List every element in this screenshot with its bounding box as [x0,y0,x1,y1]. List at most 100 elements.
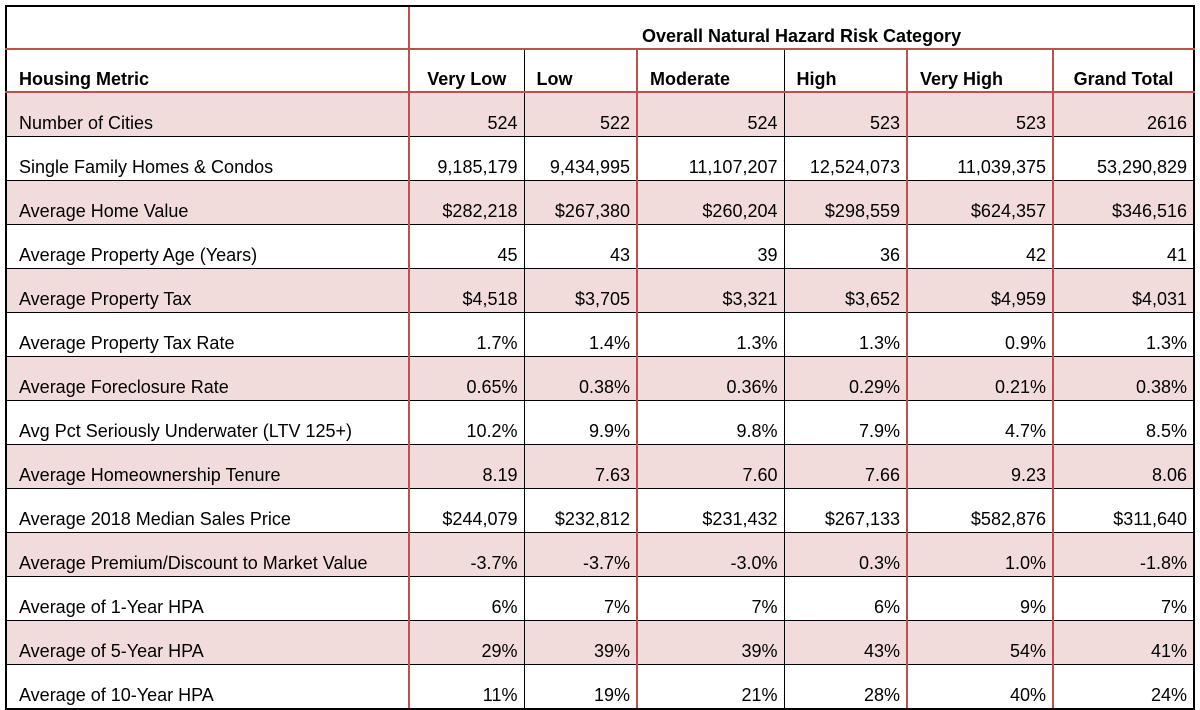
table-cell: 24% [1051,664,1196,710]
row-label: Average 2018 Median Sales Price [5,488,409,533]
table-cell: $624,357 [906,180,1053,225]
table-cell: 0.36% [636,356,784,401]
table-cell: 12,524,073 [783,136,907,181]
table-cell: 523 [783,92,907,137]
table-cell: 43% [783,620,907,665]
row-label: Average Property Tax [5,268,409,313]
table-cell: 39% [636,620,784,665]
table-cell: $3,705 [523,268,637,313]
row-label: Single Family Homes & Condos [5,136,409,181]
table-cell: $4,518 [408,268,524,313]
table-cell: 7.60 [636,444,784,489]
row-label: Average Foreclosure Rate [5,356,409,401]
table-cell: $4,959 [906,268,1053,313]
table-cell: 9,185,179 [408,136,524,181]
header-row: Housing Metric Very Low Low Moderate Hig… [5,49,1196,93]
table-cell: 11,107,207 [636,136,784,181]
table-cell: 29% [408,620,524,665]
row-label: Average Premium/Discount to Market Value [5,532,409,577]
table-cell: 10.2% [408,400,524,445]
table-row: Average Foreclosure Rate 0.65% 0.38% 0.36% 0… [5,356,1196,401]
table-cell: 45 [408,224,524,269]
table-cell: 7% [636,576,784,621]
table-cell: 8.5% [1051,400,1196,445]
table-cell: 8.19 [408,444,524,489]
table-cell: 6% [408,576,524,621]
table-cell: 53,290,829 [1051,136,1196,181]
table-cell: 4.7% [906,400,1053,445]
table-row: Average Premium/Discount to Market Value… [5,532,1196,577]
column-header-moderate: Moderate [636,49,784,93]
column-header-high: High [783,49,907,93]
table-cell: 11% [408,664,524,710]
table-cell: 0.38% [1051,356,1196,401]
table-cell: 1.4% [523,312,637,357]
table-cell: $3,652 [783,268,907,313]
table-cell: 0.9% [906,312,1053,357]
table-cell: $244,079 [408,488,524,533]
table-row: Avg Pct Seriously Underwater (LTV 125+) 1… [5,400,1196,445]
table-cell: 43 [523,224,637,269]
data-table-container: Overall Natural Hazard Risk Category Hou… [5,5,1196,710]
table-cell: $267,133 [783,488,907,533]
table-cell: 28% [783,664,907,710]
table-cell: 524 [408,92,524,137]
table-cell: 7.63 [523,444,637,489]
table-cell: 36 [783,224,907,269]
table-cell: -3.7% [408,532,524,577]
table-cell: 7% [523,576,637,621]
column-header-low: Low [523,49,637,93]
table-cell: 7.66 [783,444,907,489]
table-cell: 41 [1051,224,1196,269]
title-blank-cell [5,5,409,50]
table-row: Average Property Tax Rate 1.7% 1.4% 1.3% 1.3… [5,312,1196,357]
table-cell: 9.9% [523,400,637,445]
table-cell: $4,031 [1051,268,1196,313]
table-cell: 9.23 [906,444,1053,489]
table-row: Average 2018 Median Sales Price $244,079 $… [5,488,1196,533]
table-cell: 0.65% [408,356,524,401]
table-cell: 1.3% [1051,312,1196,357]
table-cell: 41% [1051,620,1196,665]
table-cell: 1.3% [783,312,907,357]
column-header-metric: Housing Metric [5,49,409,93]
table-cell: $3,321 [636,268,784,313]
table-cell: 54% [906,620,1053,665]
table-cell: 523 [906,92,1053,137]
row-label: Average of 10-Year HPA [5,664,409,710]
table-cell: 11,039,375 [906,136,1053,181]
table-row: Average of 10-Year HPA 11% 19% 21% 28% 40% 24% [5,664,1196,710]
table-cell: 2616 [1051,92,1196,137]
table-cell: 9,434,995 [523,136,637,181]
table-cell: $232,812 [523,488,637,533]
table-cell: 522 [523,92,637,137]
row-label: Average Property Age (Years) [5,224,409,269]
table-cell: $582,876 [906,488,1053,533]
table-title: Overall Natural Hazard Risk Category [407,5,1196,50]
table-row: Average Home Value $282,218 $267,380 $260,2… [5,180,1196,225]
table-cell: $346,516 [1051,180,1196,225]
table-row: Single Family Homes & Condos 9,185,179 9,4… [5,136,1196,181]
table-cell: 39% [523,620,637,665]
table-cell: 0.3% [783,532,907,577]
housing-metrics-table: Overall Natural Hazard Risk Category Hou… [5,5,1196,710]
table-cell: $298,559 [783,180,907,225]
table-cell: 6% [783,576,907,621]
table-cell: -1.8% [1051,532,1196,577]
title-row: Overall Natural Hazard Risk Category [5,5,1196,50]
table-cell: 39 [636,224,784,269]
table-cell: 0.21% [906,356,1053,401]
row-label: Average of 1-Year HPA [5,576,409,621]
table-cell: $231,432 [636,488,784,533]
row-label: Average Home Value [5,180,409,225]
table-row: Average Homeownership Tenure 8.19 7.63 7.60… [5,444,1196,489]
column-header-very-high: Very High [906,49,1053,93]
table-row: Average Property Tax $4,518 $3,705 $3,321 $3… [5,268,1196,313]
table-cell: 19% [523,664,637,710]
table-cell: 7.9% [783,400,907,445]
table-row: Average Property Age (Years) 45 43 39 36 42 41 [5,224,1196,269]
table-cell: 0.29% [783,356,907,401]
table-cell: 9.8% [636,400,784,445]
table-cell: 9% [906,576,1053,621]
row-label: Avg Pct Seriously Underwater (LTV 125+) [5,400,409,445]
